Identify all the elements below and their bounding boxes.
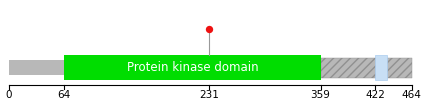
Text: 464: 464 (402, 90, 422, 100)
Bar (375, 56, 387, 80)
Text: 0: 0 (6, 90, 12, 100)
Bar (321, 58, 412, 78)
Point (206, 28, 213, 30)
Bar (9, 60, 412, 75)
Text: 64: 64 (58, 90, 71, 100)
Text: Protein kinase domain: Protein kinase domain (126, 61, 258, 74)
Text: 359: 359 (310, 90, 331, 100)
Text: 231: 231 (200, 90, 219, 100)
Bar (64, 56, 321, 80)
Text: 422: 422 (366, 90, 385, 100)
